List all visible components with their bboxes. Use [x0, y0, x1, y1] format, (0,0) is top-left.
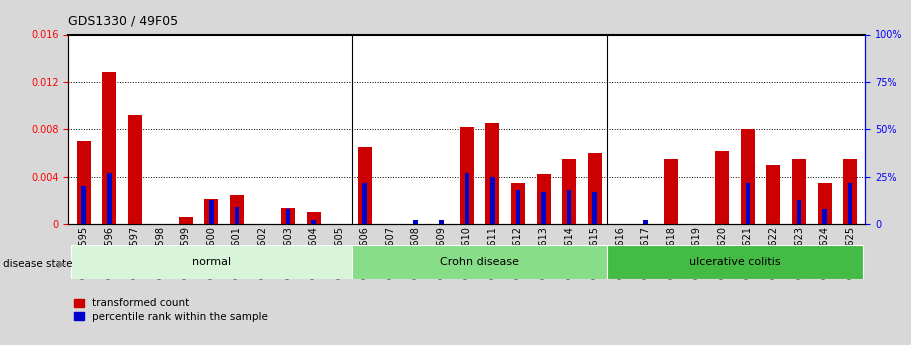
Bar [588, 153, 601, 224]
Bar [592, 192, 597, 224]
Bar [281, 208, 295, 224]
Bar [460, 127, 474, 224]
Bar [715, 151, 730, 224]
Bar [745, 183, 751, 224]
Bar [511, 183, 525, 224]
Bar [81, 186, 86, 224]
Bar [817, 183, 832, 224]
Bar [307, 213, 321, 224]
Bar [741, 129, 755, 224]
Text: ▶: ▶ [58, 259, 66, 269]
Bar [541, 192, 546, 224]
Bar [664, 159, 679, 224]
Bar [516, 190, 520, 224]
Text: ulcerative colitis: ulcerative colitis [690, 257, 781, 267]
Bar [210, 199, 214, 224]
Bar [128, 115, 142, 224]
Text: normal: normal [192, 257, 231, 267]
Bar [286, 209, 291, 224]
Bar [562, 159, 576, 224]
Bar [792, 159, 806, 224]
Bar [439, 220, 444, 224]
Bar [766, 165, 781, 224]
Bar [71, 245, 352, 279]
Bar [230, 195, 244, 224]
Bar [797, 199, 802, 224]
Bar [358, 147, 372, 224]
Bar [823, 209, 827, 224]
Bar [179, 217, 193, 224]
Bar [848, 183, 853, 224]
Bar [490, 177, 495, 224]
Bar [537, 175, 550, 224]
Bar [363, 183, 367, 224]
Bar [567, 190, 571, 224]
Bar [608, 245, 863, 279]
Bar [414, 220, 418, 224]
Bar [486, 124, 499, 224]
Bar [465, 173, 469, 224]
Bar [235, 207, 240, 224]
Text: GDS1330 / 49F05: GDS1330 / 49F05 [68, 14, 179, 28]
Bar [643, 220, 648, 224]
Text: Crohn disease: Crohn disease [440, 257, 519, 267]
Bar [77, 141, 91, 224]
Bar [107, 173, 111, 224]
Bar [843, 159, 857, 224]
Bar [204, 199, 219, 224]
Legend: transformed count, percentile rank within the sample: transformed count, percentile rank withi… [74, 298, 268, 322]
Bar [312, 220, 316, 224]
Bar [352, 245, 608, 279]
Bar [102, 72, 117, 224]
Text: disease state: disease state [3, 259, 72, 269]
